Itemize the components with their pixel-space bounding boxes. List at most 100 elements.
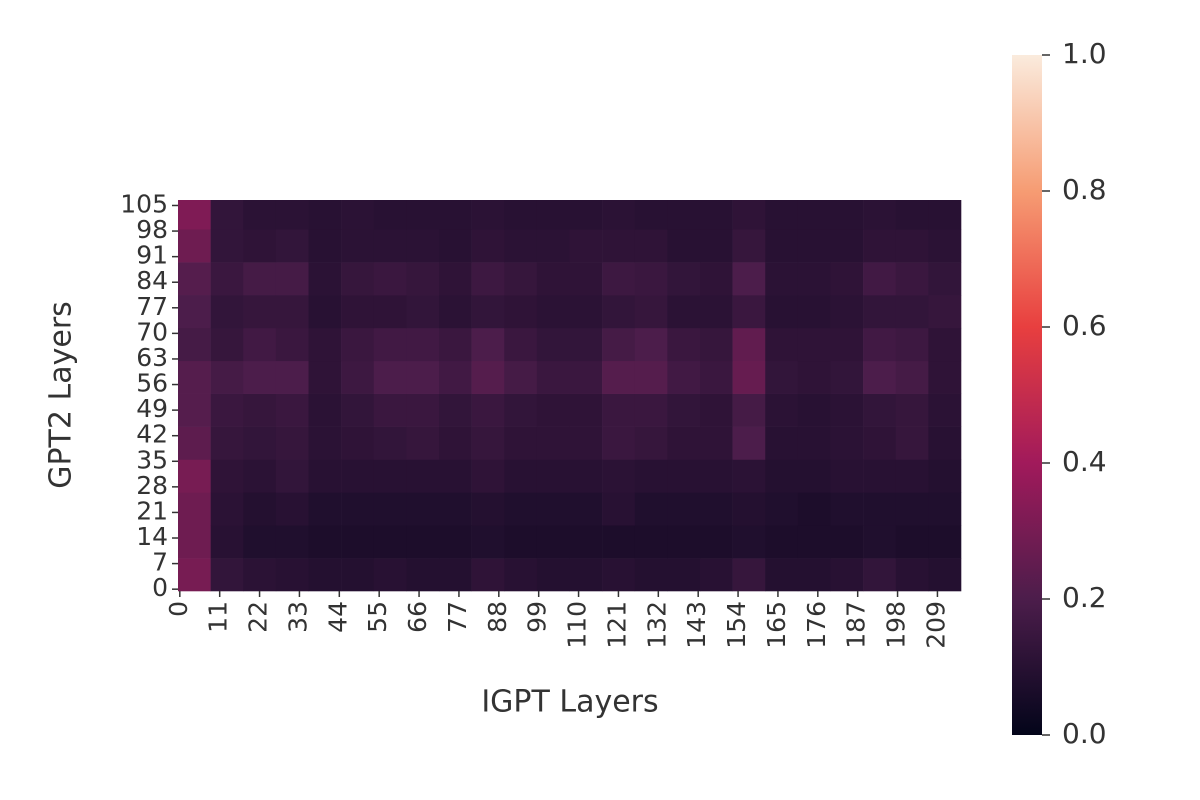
heatmap-cell [275, 393, 309, 427]
heatmap-cell [928, 200, 962, 230]
heatmap-cell [210, 459, 244, 493]
heatmap-cell [700, 295, 733, 329]
heatmap-cell [275, 295, 309, 329]
heatmap-cell [797, 327, 831, 362]
heatmap-cell [569, 492, 603, 526]
heatmap-cell [700, 360, 733, 394]
heatmap-cell [536, 393, 570, 427]
heatmap-cell [504, 262, 538, 296]
heatmap-cell [308, 393, 342, 427]
colorbar [1012, 55, 1042, 735]
colorbar-tick-label: 0.2 [1062, 581, 1107, 614]
y-tick-label: 0 [152, 573, 168, 602]
heatmap-cell [732, 295, 766, 329]
heatmap-cell [373, 525, 407, 559]
heatmap-cell [830, 525, 864, 559]
heatmap-cell [797, 459, 831, 493]
heatmap-cell [210, 360, 244, 394]
heatmap-cell [602, 393, 636, 427]
heatmap-cell [797, 426, 831, 460]
heatmap-cell [928, 525, 962, 559]
heatmap-cell [308, 295, 342, 329]
heatmap-cell [830, 229, 864, 263]
heatmap-cell [569, 295, 603, 329]
heatmap-cell [928, 262, 962, 296]
heatmap-cell [602, 262, 636, 296]
heatmap-cell [308, 262, 342, 296]
heatmap-cell [830, 426, 864, 460]
heatmap-cell [178, 393, 211, 427]
heatmap-cell [700, 459, 733, 493]
heatmap-cell [569, 426, 603, 460]
heatmap-cell [667, 360, 701, 394]
heatmap-cell [667, 200, 701, 230]
heatmap-cell [504, 295, 538, 329]
heatmap-cell [634, 525, 668, 559]
heatmap-cell [536, 525, 570, 559]
heatmap-cell [406, 360, 440, 394]
heatmap-cell [569, 229, 603, 263]
heatmap-cell [471, 360, 505, 394]
heatmap-cell [667, 558, 701, 592]
heatmap-cell [732, 459, 766, 493]
heatmap-cell [928, 393, 962, 427]
heatmap-cell [210, 558, 244, 592]
heatmap-cell [732, 327, 766, 362]
heatmap-cell [275, 426, 309, 460]
y-tick-label: 84 [136, 266, 168, 295]
heatmap-cell [275, 229, 309, 263]
heatmap-cell [439, 459, 472, 493]
x-tick-label: 154 [722, 601, 751, 649]
heatmap-cell [471, 459, 505, 493]
colorbar-tick-label: 0.0 [1062, 717, 1107, 750]
x-tick-label: 165 [762, 601, 791, 649]
y-tick-label: 21 [136, 496, 168, 525]
heatmap-cell [928, 360, 962, 394]
heatmap-cell [471, 327, 505, 362]
heatmap-cell [602, 426, 636, 460]
heatmap-cell [471, 262, 505, 296]
colorbar-tick-label: 0.8 [1062, 173, 1107, 206]
heatmap-cell [341, 558, 375, 592]
heatmap-cell [569, 262, 603, 296]
x-tick-label: 198 [882, 601, 911, 649]
heatmap-cell [504, 393, 538, 427]
heatmap-cell [863, 262, 897, 296]
heatmap-cell [928, 229, 962, 263]
heatmap-cell [797, 492, 831, 526]
heatmap-cell [275, 200, 309, 230]
heatmap-cell [765, 229, 799, 263]
y-tick-label: 7 [152, 548, 168, 577]
heatmap-cell [275, 262, 309, 296]
heatmap-cell [243, 327, 277, 362]
x-tick-label: 88 [483, 601, 512, 633]
heatmap-cell [863, 525, 897, 559]
heatmap-cell [863, 492, 897, 526]
heatmap-cell [602, 492, 636, 526]
heatmap-cell [373, 262, 407, 296]
heatmap-cell [732, 393, 766, 427]
x-tick-label: 0 [164, 601, 193, 617]
heatmap-cell [341, 229, 375, 263]
heatmap-cell [634, 558, 668, 592]
heatmap-cell [667, 229, 701, 263]
heatmap-cell [536, 459, 570, 493]
x-tick-label: 66 [403, 601, 432, 633]
heatmap-cell [602, 558, 636, 592]
heatmap-cell [341, 525, 375, 559]
x-tick-label: 44 [323, 601, 352, 633]
heatmap-cell [373, 229, 407, 263]
y-tick-label: 77 [136, 292, 168, 321]
heatmap-cell [765, 200, 799, 230]
heatmap-cell [210, 426, 244, 460]
x-axis-label: IGPT Layers [481, 685, 658, 720]
heatmap-cell [797, 525, 831, 559]
heatmap-cell [439, 492, 472, 526]
heatmap-cell [732, 200, 766, 230]
heatmap-cell [602, 525, 636, 559]
heatmap-cell [895, 360, 929, 394]
x-tick-label: 121 [602, 601, 631, 649]
heatmap-cell [667, 525, 701, 559]
heatmap-cell [732, 525, 766, 559]
heatmap-cell [243, 426, 277, 460]
